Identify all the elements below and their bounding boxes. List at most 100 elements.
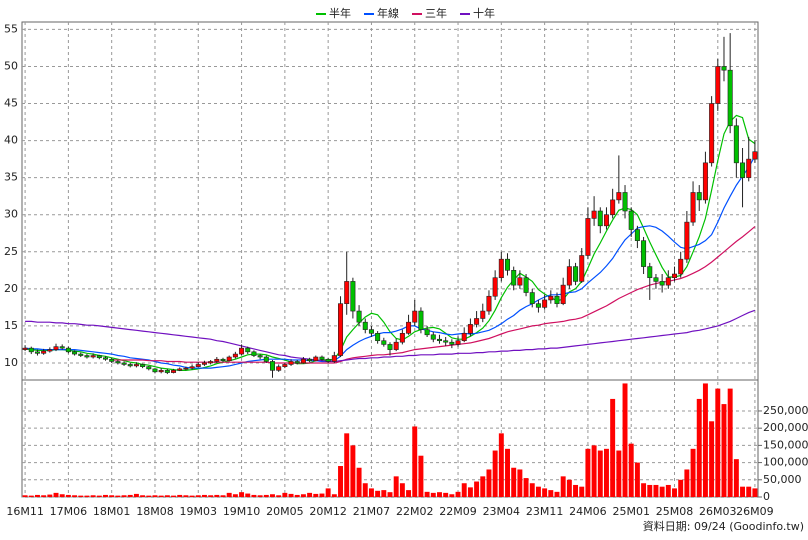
volume-bar xyxy=(220,495,226,497)
volume-bar xyxy=(709,421,715,497)
volume-bar xyxy=(665,484,671,497)
x-tick-label: 19M03 xyxy=(180,505,218,518)
volume-bar xyxy=(647,484,653,497)
candle-body xyxy=(164,370,170,373)
candle-body xyxy=(307,358,313,362)
candle-body xyxy=(127,364,133,367)
volume-bar xyxy=(177,494,183,497)
volume-bar xyxy=(41,495,47,497)
volume-bar xyxy=(702,383,708,497)
candle-body xyxy=(597,210,603,227)
volume-bar xyxy=(603,448,609,497)
candle-body xyxy=(709,103,715,164)
volume-bar xyxy=(566,479,572,497)
candle-body xyxy=(474,318,480,325)
volume-bar xyxy=(554,491,560,497)
volume-bar xyxy=(505,448,510,497)
candle-body xyxy=(436,338,442,342)
x-tick-label: 18M08 xyxy=(136,505,174,518)
volume-bar xyxy=(307,492,313,497)
volume-bar xyxy=(276,495,282,497)
x-tick-label: 25M08 xyxy=(656,505,694,518)
legend-label: 三年 xyxy=(425,6,447,20)
volume-bar xyxy=(282,492,288,497)
volume-bar xyxy=(721,404,727,497)
y-tick-label: 25 xyxy=(4,245,18,258)
volume-bar xyxy=(90,495,96,497)
candle-body xyxy=(591,210,597,219)
volume-bar xyxy=(294,494,300,497)
volume-bar xyxy=(455,491,461,497)
candle-body xyxy=(641,240,647,267)
ma-line xyxy=(25,155,756,369)
volume-bar xyxy=(78,495,84,497)
candle-body xyxy=(282,364,288,367)
y-tick-label: 15 xyxy=(4,319,18,332)
candle-body xyxy=(746,158,752,178)
candle-body xyxy=(288,361,294,365)
candle-body xyxy=(647,266,653,279)
candle-body xyxy=(84,355,90,358)
volume-bar xyxy=(226,492,232,497)
candle-body xyxy=(121,362,127,365)
candle-body xyxy=(467,324,473,334)
candle-body xyxy=(232,353,238,358)
volume-bar xyxy=(239,492,245,497)
candle-body xyxy=(672,273,678,279)
volume-bar xyxy=(696,398,702,497)
volume-bar xyxy=(672,488,677,497)
volume-bar xyxy=(251,494,257,497)
volume-bar xyxy=(591,445,597,497)
candle-body xyxy=(498,258,504,279)
volume-bar xyxy=(641,483,647,497)
volume-bar xyxy=(715,388,721,497)
candle-body xyxy=(461,333,467,342)
volume-bar xyxy=(22,495,28,497)
volume-bar xyxy=(474,481,480,497)
candle-body xyxy=(665,277,671,286)
candle-body xyxy=(492,277,498,297)
volume-bar xyxy=(270,494,275,497)
volume-bar xyxy=(517,469,523,497)
volume-bar xyxy=(535,486,541,497)
candle-body xyxy=(418,310,424,330)
candle-body xyxy=(263,356,269,362)
candle-body xyxy=(628,210,634,230)
candle-body xyxy=(325,358,331,362)
candle-body xyxy=(412,310,418,323)
x-tick-label: 23M04 xyxy=(483,505,521,518)
candle-body xyxy=(245,347,251,353)
candle-body xyxy=(183,367,189,370)
candle-body xyxy=(529,292,535,304)
candle-body xyxy=(208,361,214,364)
volume-bar xyxy=(467,487,473,497)
candle-body xyxy=(752,151,758,160)
volume-bar xyxy=(319,493,325,497)
y-tick-label: 10 xyxy=(4,356,18,369)
plot-frame xyxy=(21,21,759,498)
volume-bar xyxy=(740,486,746,497)
candle-body xyxy=(486,295,492,312)
volume-bar xyxy=(208,495,214,497)
candle-body xyxy=(381,340,387,345)
volume-bar xyxy=(127,494,133,497)
candle-body xyxy=(740,162,746,178)
volume-bar xyxy=(653,484,659,497)
volume-bar xyxy=(684,469,690,497)
candle-body xyxy=(393,341,399,350)
volume-bar xyxy=(597,450,603,497)
y-tick-label: 45 xyxy=(4,97,18,110)
candle-body xyxy=(727,69,733,127)
candle-body xyxy=(517,277,523,286)
x-tick-label: 21M07 xyxy=(353,505,391,518)
volume-bar xyxy=(746,486,752,497)
volume-bar xyxy=(486,469,492,497)
y2-tick-label: 100,000 xyxy=(763,456,808,469)
candle-body xyxy=(53,346,59,350)
volume-bar xyxy=(542,488,548,497)
volume-bar xyxy=(263,494,269,497)
candle-body xyxy=(102,357,108,360)
volume-bar xyxy=(232,494,238,497)
candle-body xyxy=(257,355,263,358)
candle-body xyxy=(90,355,96,358)
